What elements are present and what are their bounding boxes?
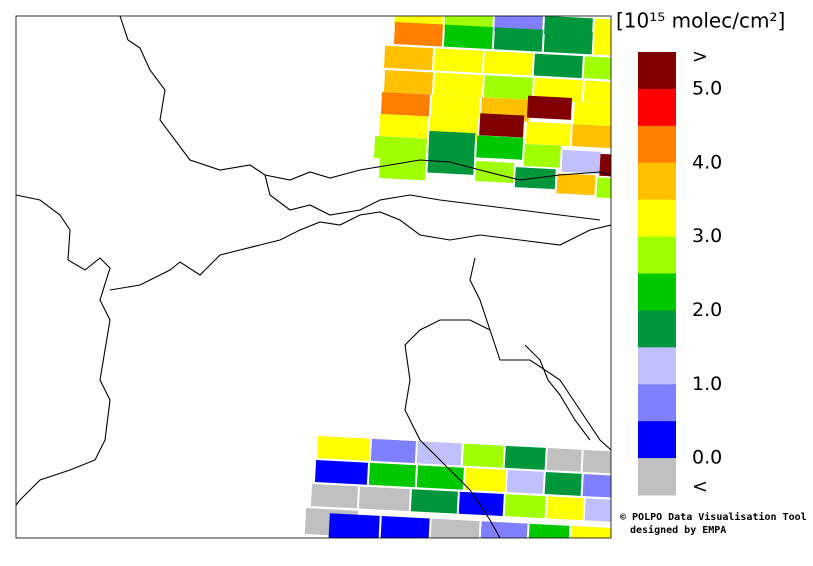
legend-swatch (638, 458, 676, 496)
legend-swatch (638, 52, 676, 90)
legend-swatch (638, 347, 676, 385)
legend-swatch (638, 273, 676, 311)
credit-line: © POLPO Data Visualisation Tool (620, 511, 807, 523)
legend-label: < (692, 476, 708, 498)
credit-line: designed by EMPA (630, 524, 726, 536)
legend-label: 3.0 (692, 225, 722, 247)
legend-label: 1.0 (692, 373, 722, 395)
legend-swatch (638, 421, 676, 459)
legend-label: 4.0 (692, 151, 722, 173)
legend-label: 0.0 (692, 447, 722, 469)
legend-swatch (638, 310, 676, 348)
legend-swatch (638, 384, 676, 422)
legend-label: > (692, 46, 708, 68)
legend-unit: [10¹⁵ molec/cm²] (616, 9, 785, 33)
legend-swatch (638, 236, 676, 274)
legend-swatch (638, 199, 676, 238)
map-frame (15, 15, 612, 539)
satellite-pixels (304, 16, 611, 538)
legend-label: 5.0 (692, 77, 722, 99)
country-borders (16, 16, 611, 538)
legend-swatch (638, 88, 676, 127)
legend-swatch (638, 125, 676, 164)
color-legend: >5.0 4.0 3.0 2.0 1.0 0.0 < (638, 46, 722, 498)
legend-label: 2.0 (692, 299, 722, 321)
legend-swatch (638, 162, 676, 201)
